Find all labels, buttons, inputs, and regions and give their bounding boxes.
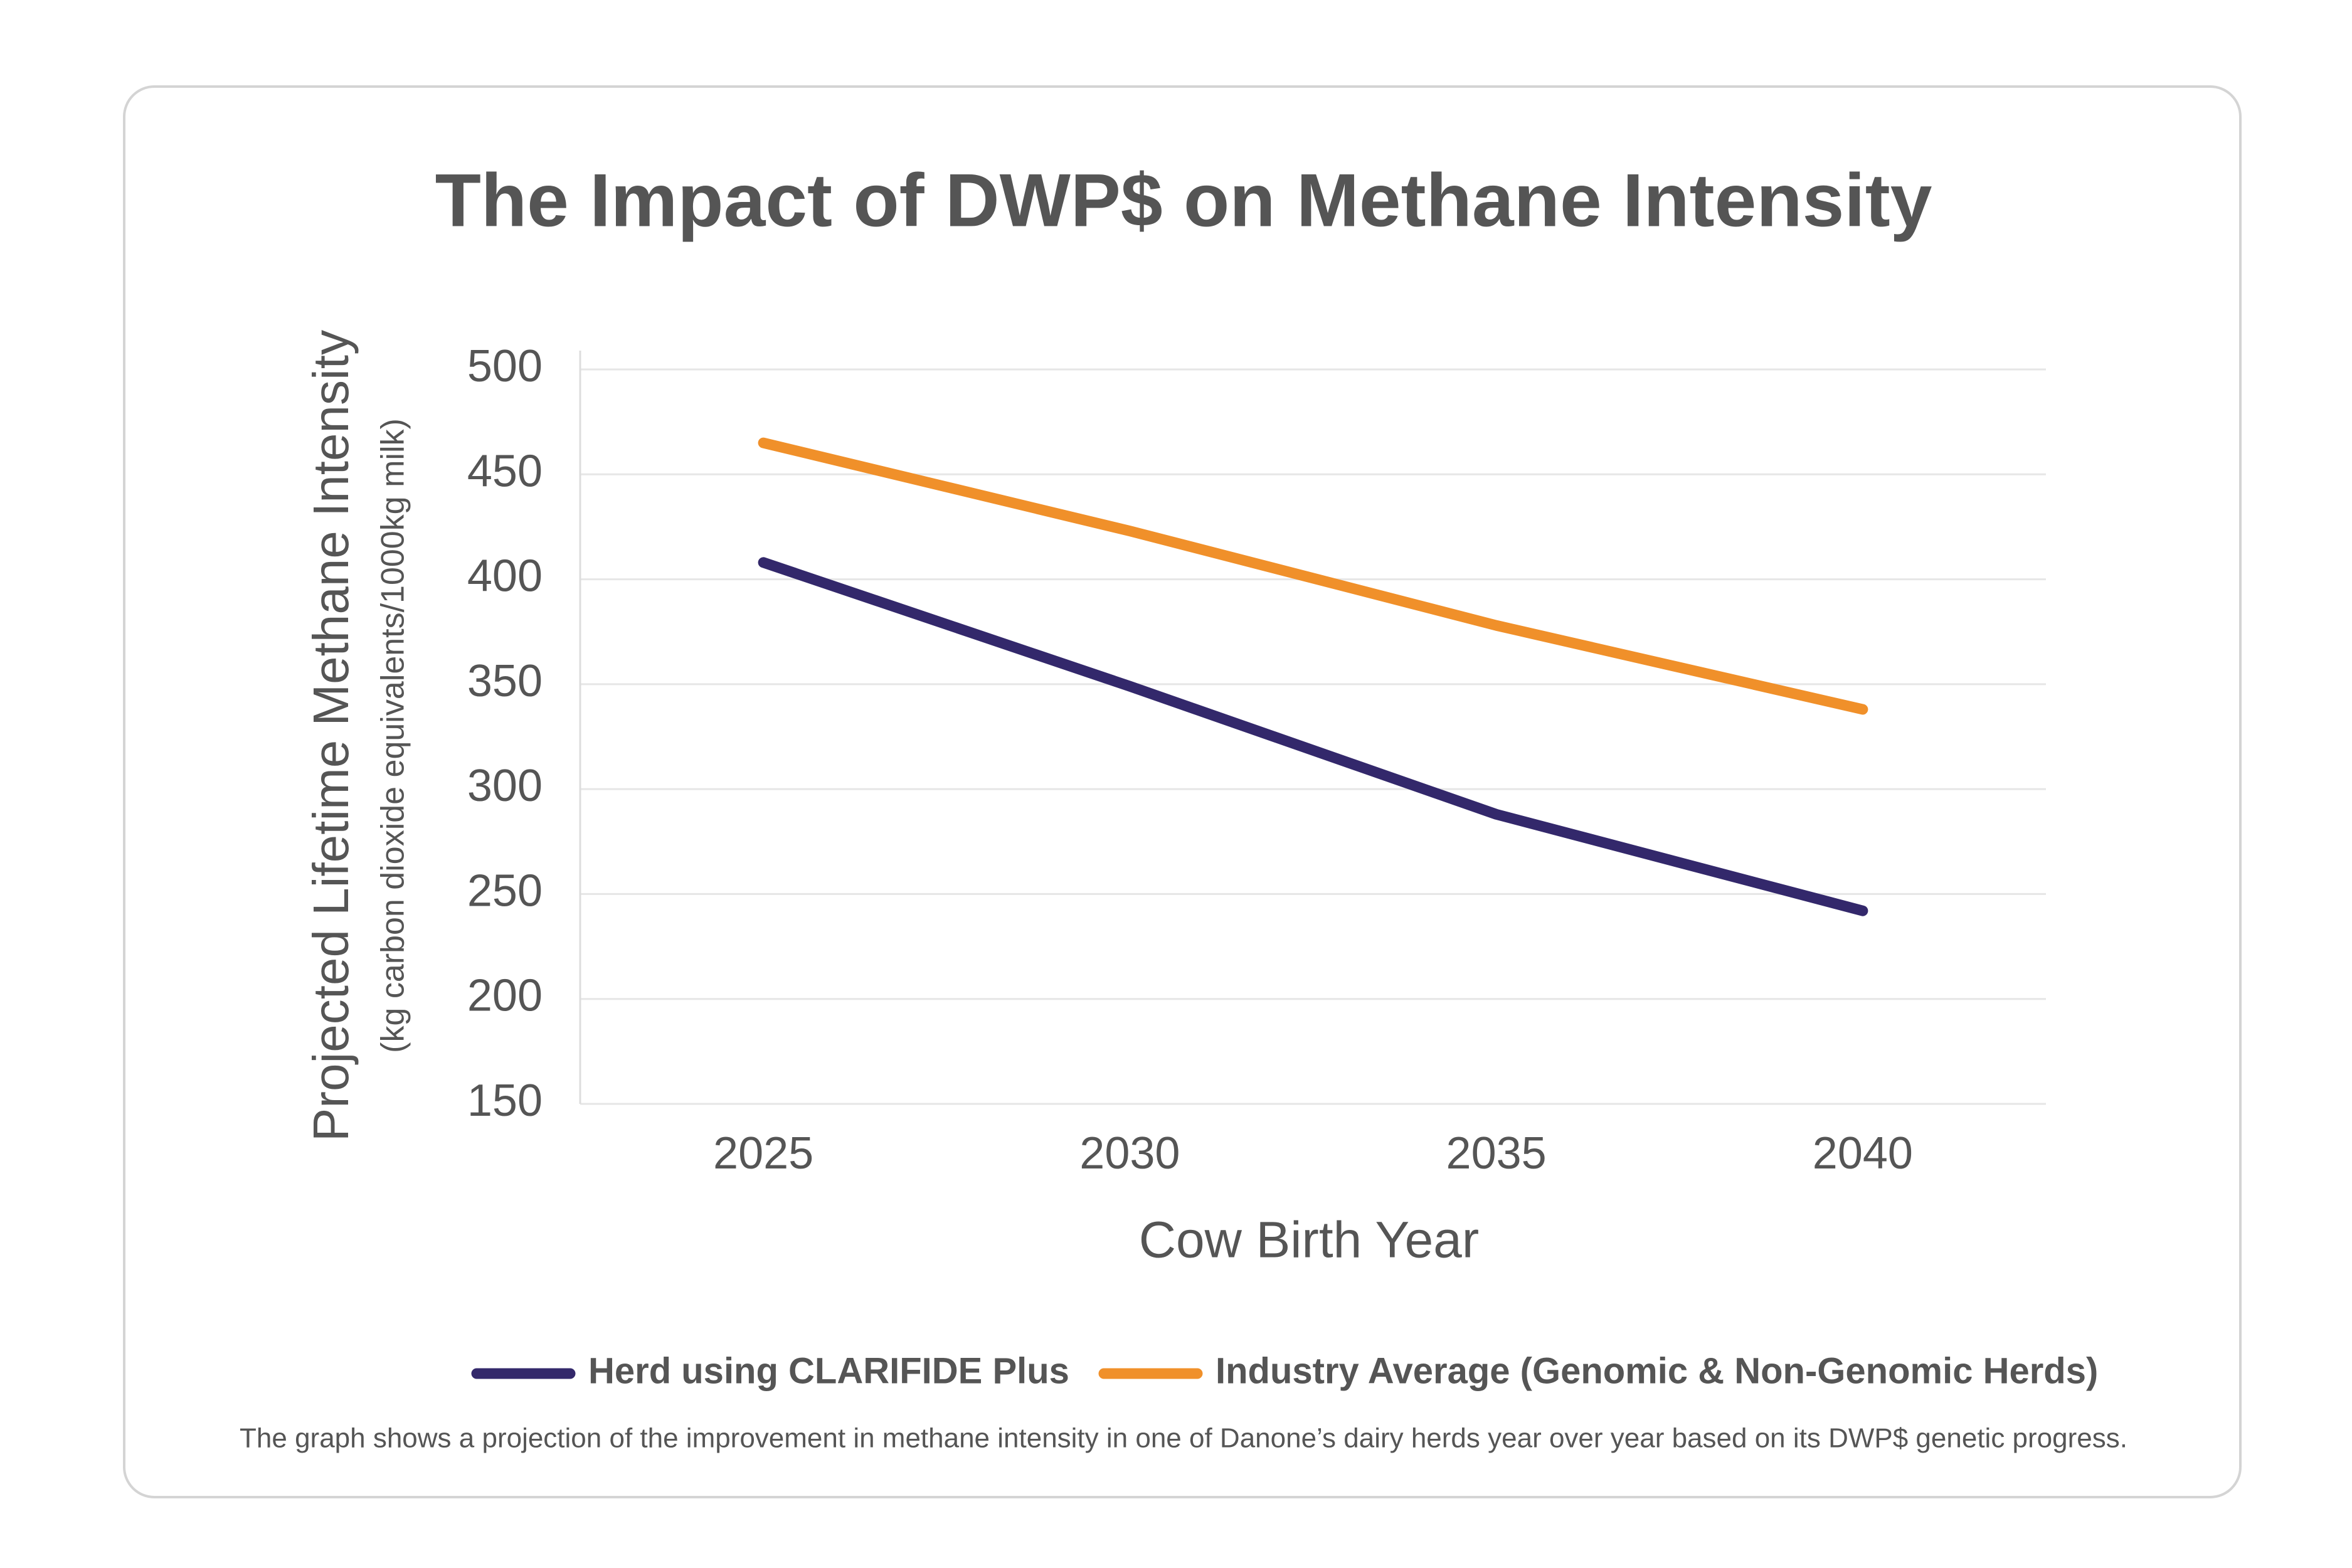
- y-tick-label: 500: [467, 341, 543, 391]
- x-tick-label: 2040: [1813, 1128, 1913, 1179]
- legend-label: Herd using CLARIFIDE Plus: [588, 1350, 1069, 1391]
- x-tick-label: 2035: [1446, 1128, 1547, 1179]
- y-tick-label: 250: [467, 866, 543, 916]
- x-tick-label: 2025: [713, 1128, 813, 1179]
- y-tick-label: 150: [467, 1076, 543, 1126]
- card: [123, 85, 2242, 1498]
- legend-label: Industry Average (Genomic & Non-Genomic …: [1216, 1350, 2098, 1391]
- y-tick-label: 450: [467, 446, 543, 496]
- y-axis-label: Projected Lifetime Methane Intensity: [303, 330, 359, 1142]
- y-tick-label: 200: [467, 971, 543, 1021]
- x-tick-label: 2030: [1079, 1128, 1180, 1179]
- chart-title: The Impact of DWP$ on Methane Intensity: [435, 159, 1932, 243]
- y-tick-label: 350: [467, 656, 543, 706]
- series-line: [758, 557, 1868, 916]
- y-axis-note: (kg carbon dioxide equivalents/1000kg mi…: [375, 418, 411, 1053]
- x-axis-label: Cow Birth Year: [1139, 1212, 1479, 1269]
- y-tick-label: 400: [467, 551, 543, 601]
- series-line: [758, 437, 1868, 715]
- footnote: The graph shows a projection of the impr…: [240, 1423, 2127, 1454]
- y-tick-label: 300: [467, 761, 543, 811]
